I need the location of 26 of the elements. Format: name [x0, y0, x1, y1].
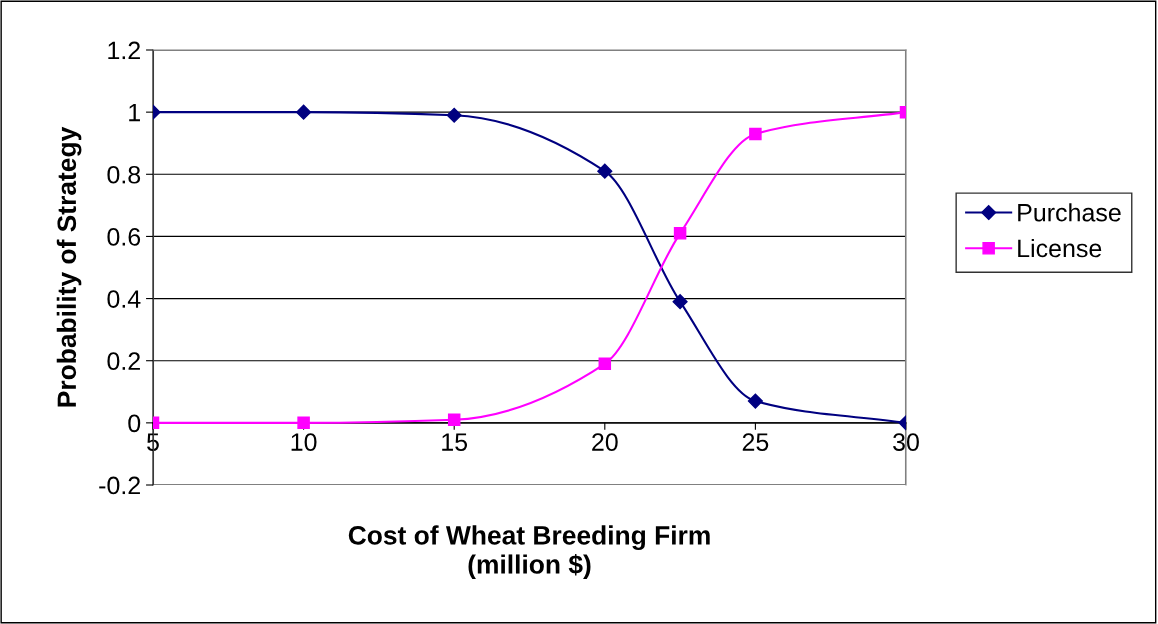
- y-tick-label: 1.2: [108, 41, 140, 60]
- point: [296, 104, 312, 120]
- x-tick-label: 30: [893, 433, 919, 451]
- point: [447, 413, 461, 427]
- y-tick-label: 0.4: [107, 290, 141, 308]
- point: [446, 107, 462, 123]
- legend-label: Purchase: [1018, 203, 1121, 222]
- point: [747, 393, 763, 409]
- x-tick-label: 15: [442, 433, 468, 451]
- y-tick-label: 0.2: [107, 352, 140, 371]
- point: [672, 294, 688, 310]
- y-tick-label: 0.6: [107, 228, 141, 246]
- y-axis-title: Probability of Strategy: [56, 126, 82, 407]
- point: [749, 127, 762, 141]
- y-tick-label: 0: [128, 414, 141, 433]
- point: [598, 357, 612, 371]
- x-tick-label: 20: [592, 433, 618, 451]
- point: [597, 163, 613, 179]
- x-tick-label: 25: [742, 433, 769, 451]
- y-tick-label: -0.2: [99, 476, 140, 495]
- y-tick-label: 0.8: [107, 165, 141, 184]
- point: [673, 227, 687, 240]
- x-axis-title: Cost of Wheat Breeding Firm (million $): [348, 525, 710, 580]
- legend-label: License: [1018, 238, 1102, 258]
- x-tick-label: 10: [291, 433, 317, 451]
- y-tick-label: 1: [129, 104, 140, 122]
